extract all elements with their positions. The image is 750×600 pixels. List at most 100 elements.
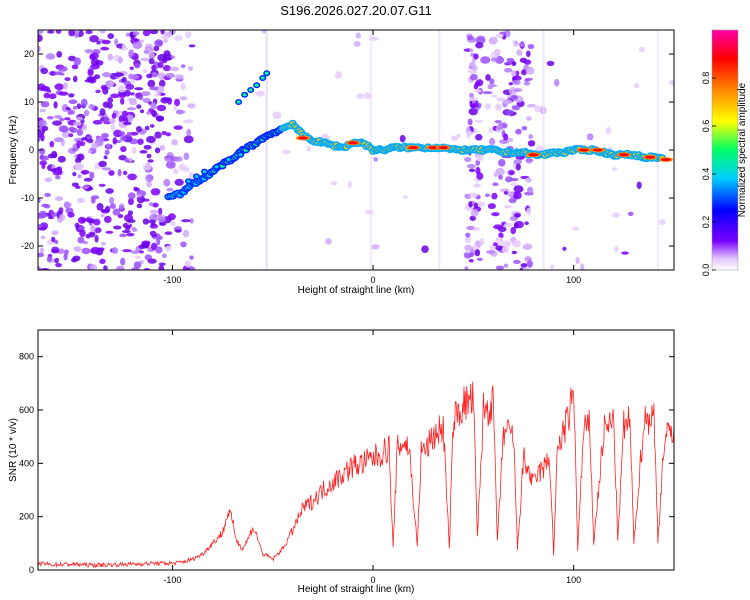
noise-blob bbox=[121, 229, 131, 234]
ridge-hot-core bbox=[347, 141, 358, 145]
noise-blob bbox=[77, 236, 85, 244]
noise-blob bbox=[162, 65, 171, 72]
noise-blob bbox=[46, 256, 52, 262]
noise-blob bbox=[526, 103, 537, 108]
noise-blob bbox=[476, 257, 483, 261]
noise-blob bbox=[510, 226, 517, 235]
noise-blob bbox=[166, 187, 174, 192]
noise-blob bbox=[74, 137, 83, 143]
noise-blob bbox=[130, 250, 140, 254]
noise-blob bbox=[63, 201, 71, 209]
noise-blob bbox=[150, 72, 159, 78]
noise-blob bbox=[495, 236, 504, 245]
noise-blob bbox=[65, 106, 71, 111]
noise-blob bbox=[126, 232, 135, 237]
noise-blob bbox=[495, 33, 504, 38]
noise-blob bbox=[464, 244, 473, 251]
noise-blob bbox=[39, 108, 47, 113]
ridge-hot-core bbox=[428, 146, 439, 150]
noise-blob bbox=[512, 75, 522, 81]
noise-blob bbox=[495, 245, 504, 251]
noise-blob bbox=[173, 168, 179, 175]
noise-blob bbox=[136, 104, 142, 109]
noise-blob bbox=[470, 103, 479, 108]
noise-blob bbox=[47, 153, 55, 159]
noise-blob bbox=[90, 63, 100, 70]
noise-blob bbox=[112, 208, 121, 216]
noise-blob bbox=[110, 93, 120, 99]
noise-blob bbox=[612, 212, 620, 218]
noise-blob bbox=[525, 177, 532, 183]
noise-blob bbox=[76, 140, 81, 149]
noise-blob bbox=[524, 77, 533, 81]
noise-blob bbox=[49, 140, 55, 148]
noise-blob bbox=[180, 241, 187, 248]
noise-blob bbox=[54, 196, 64, 202]
noise-blob bbox=[526, 260, 533, 268]
noise-blob bbox=[89, 52, 99, 60]
noise-blob bbox=[76, 128, 84, 136]
noise-blob bbox=[189, 218, 194, 224]
ridge-hot-core bbox=[618, 153, 629, 157]
noise-blob bbox=[85, 30, 93, 35]
x-tick-label: 100 bbox=[566, 275, 581, 285]
snr-x-ticks: -100 0 100 bbox=[163, 330, 581, 585]
noise-blob bbox=[473, 83, 479, 90]
noise-blob bbox=[512, 79, 521, 86]
noise-blob bbox=[513, 222, 519, 229]
noise-blob bbox=[261, 30, 267, 34]
noise-blob bbox=[138, 39, 144, 43]
noise-blob bbox=[127, 197, 134, 206]
noise-blob bbox=[486, 250, 495, 254]
noise-blob bbox=[498, 174, 503, 180]
noise-blob bbox=[131, 146, 137, 155]
noise-blob bbox=[494, 103, 502, 112]
y-tick-label: 0 bbox=[29, 145, 34, 155]
noise-blob bbox=[469, 215, 476, 221]
noise-blob bbox=[143, 267, 150, 270]
noise-blob bbox=[469, 48, 474, 53]
noise-blob bbox=[160, 35, 170, 40]
noise-blob bbox=[40, 235, 46, 240]
noise-blob bbox=[125, 32, 130, 37]
noise-blob bbox=[627, 211, 634, 216]
noise-blob bbox=[146, 111, 152, 115]
noise-blob bbox=[117, 84, 127, 93]
noise-blob bbox=[100, 84, 108, 90]
noise-blob bbox=[54, 175, 61, 180]
noise-blob bbox=[180, 219, 191, 223]
noise-blob bbox=[488, 127, 493, 134]
noise-blob bbox=[100, 46, 110, 51]
noise-blob bbox=[503, 222, 513, 227]
noise-blob bbox=[58, 91, 69, 96]
noise-blob bbox=[154, 93, 162, 97]
snr-series-line bbox=[38, 381, 674, 569]
branch-inner bbox=[202, 170, 207, 174]
noise-blob bbox=[96, 203, 104, 211]
noise-blob bbox=[74, 157, 82, 164]
noise-blob bbox=[55, 263, 62, 268]
noise-blob bbox=[605, 126, 612, 135]
noise-blob bbox=[170, 221, 176, 227]
noise-blob bbox=[132, 31, 140, 36]
snr-y-ticks: 0 200 400 600 800 bbox=[19, 352, 674, 575]
snr-panel: -100 0 100 0 200 400 600 800 Height of straigh… bbox=[8, 329, 675, 595]
noise-blob bbox=[76, 198, 86, 203]
noise-blob bbox=[489, 137, 496, 146]
noise-blob bbox=[466, 35, 474, 41]
noise-blob bbox=[128, 73, 134, 80]
ridge-hot-core bbox=[438, 146, 449, 150]
noise-blob bbox=[118, 131, 126, 136]
noise-blob bbox=[43, 92, 51, 99]
noise-blob bbox=[450, 135, 459, 142]
noise-blob bbox=[163, 178, 171, 187]
noise-blob bbox=[107, 53, 114, 61]
noise-blob bbox=[39, 155, 50, 161]
noise-blob bbox=[163, 38, 168, 44]
noise-blob bbox=[148, 52, 155, 59]
noise-blob bbox=[99, 108, 106, 116]
noise-blob bbox=[614, 245, 619, 253]
noise-blob bbox=[356, 93, 364, 99]
noise-blob bbox=[621, 251, 629, 255]
snr-frame bbox=[37, 329, 675, 571]
